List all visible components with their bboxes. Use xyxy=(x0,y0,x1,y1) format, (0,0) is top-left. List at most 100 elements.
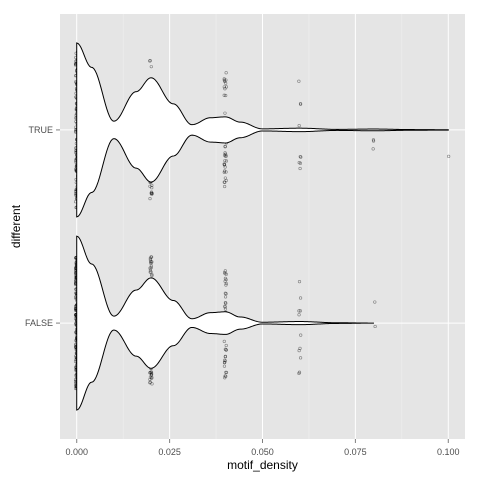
data-point xyxy=(297,349,301,353)
y-tick-label: TRUE xyxy=(29,125,54,135)
data-point xyxy=(224,159,229,163)
data-point xyxy=(222,361,227,365)
data-point xyxy=(298,161,303,165)
data-point xyxy=(224,93,228,98)
data-point xyxy=(224,170,228,174)
data-point xyxy=(298,309,302,313)
data-point xyxy=(223,354,228,358)
data-point xyxy=(223,374,227,378)
data-point xyxy=(223,79,227,83)
data-point xyxy=(298,346,302,351)
data-point xyxy=(223,276,228,280)
data-point xyxy=(224,292,228,296)
data-point xyxy=(149,370,154,374)
data-point xyxy=(222,77,226,81)
data-point xyxy=(222,85,226,89)
data-point xyxy=(223,145,227,149)
data-point xyxy=(149,191,153,195)
data-point xyxy=(223,176,227,180)
data-point xyxy=(150,191,154,196)
data-point xyxy=(148,380,152,384)
data-point xyxy=(148,196,152,201)
data-point xyxy=(148,381,152,385)
data-point xyxy=(224,178,228,183)
data-point xyxy=(149,266,153,270)
data-point xyxy=(373,300,377,304)
data-point xyxy=(297,161,301,165)
x-tick-label: 0.100 xyxy=(437,447,460,457)
data-point xyxy=(223,305,227,309)
data-point xyxy=(148,256,152,260)
data-point xyxy=(149,264,153,268)
data-point xyxy=(149,373,153,377)
data-point xyxy=(224,85,229,89)
data-point xyxy=(150,375,154,380)
data-point xyxy=(223,301,228,305)
data-point xyxy=(224,283,228,287)
data-point xyxy=(222,364,227,368)
data-point xyxy=(223,347,227,351)
data-point xyxy=(224,281,228,286)
x-tick-label: 0.075 xyxy=(344,447,367,457)
data-point xyxy=(224,78,228,82)
data-point xyxy=(223,159,227,163)
data-point xyxy=(223,180,227,184)
data-point xyxy=(148,370,152,375)
x-tick-label: 0.025 xyxy=(158,447,181,457)
data-point xyxy=(224,278,228,282)
data-point xyxy=(223,154,227,158)
data-point xyxy=(149,261,153,266)
data-point xyxy=(298,296,303,300)
data-point xyxy=(149,65,153,69)
data-point xyxy=(149,370,153,374)
data-point xyxy=(298,102,303,106)
data-point xyxy=(299,333,303,337)
data-point xyxy=(149,376,154,380)
data-point xyxy=(149,255,154,259)
data-point xyxy=(150,274,154,278)
data-point xyxy=(224,370,229,375)
data-point xyxy=(222,270,227,275)
y-tick-label: FALSE xyxy=(25,318,53,328)
data-point xyxy=(224,154,228,158)
data-point xyxy=(150,382,154,386)
data-point xyxy=(148,59,152,63)
data-point xyxy=(223,376,227,380)
data-point xyxy=(222,163,226,167)
data-point xyxy=(148,266,152,270)
data-point xyxy=(223,295,228,299)
grid-minor xyxy=(122,14,403,439)
data-point xyxy=(371,139,376,143)
data-point xyxy=(150,183,154,187)
data-point xyxy=(149,372,154,376)
data-point xyxy=(224,272,228,276)
data-point xyxy=(223,184,227,189)
data-point xyxy=(222,170,226,174)
data-point xyxy=(150,273,154,277)
data-point xyxy=(222,153,227,157)
data-point xyxy=(222,162,226,166)
data-point xyxy=(224,81,228,85)
y-axis-title: different xyxy=(9,204,23,248)
data-point xyxy=(149,270,153,274)
data-point xyxy=(224,348,228,352)
data-point xyxy=(222,93,226,97)
data-point xyxy=(223,111,227,115)
data-point xyxy=(373,324,377,329)
data-point xyxy=(223,291,227,295)
data-point xyxy=(223,359,228,363)
data-point xyxy=(297,309,301,313)
data-point xyxy=(148,258,152,262)
data-point xyxy=(224,71,228,75)
data-point xyxy=(298,102,303,106)
data-point xyxy=(148,184,152,188)
data-point xyxy=(223,169,227,173)
data-point xyxy=(223,358,227,362)
data-point xyxy=(371,138,376,142)
data-point xyxy=(148,375,153,379)
data-point xyxy=(224,343,228,348)
data-point xyxy=(447,154,451,158)
data-point xyxy=(148,268,152,272)
data-point xyxy=(298,154,302,159)
